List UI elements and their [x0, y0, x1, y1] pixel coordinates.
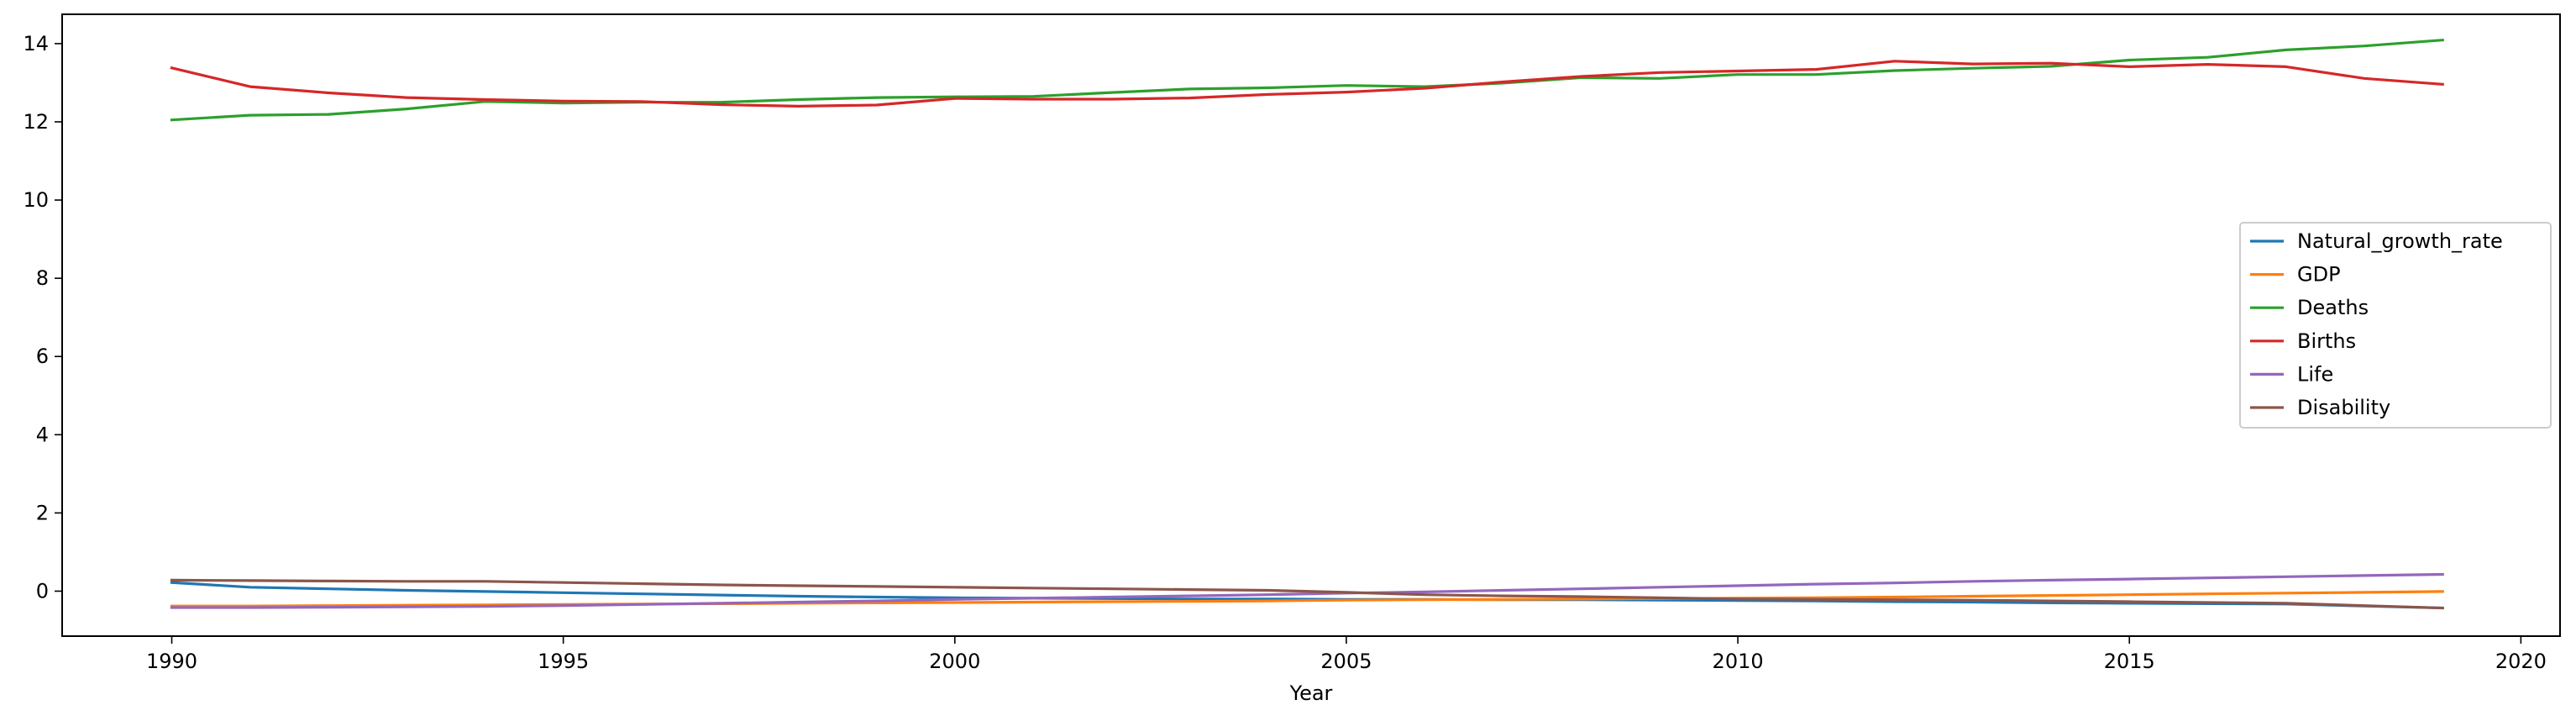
y-tick-label: 2 [36, 501, 49, 524]
legend-label: GDP [2297, 263, 2341, 287]
plot-area [62, 14, 2560, 636]
series-layer [170, 38, 2444, 610]
y-tick-label: 6 [36, 345, 49, 368]
x-tick-label: 2005 [1320, 650, 1372, 673]
y-tick-label: 4 [36, 423, 49, 446]
x-tick-label: 2010 [1713, 650, 1764, 673]
legend-box [2239, 222, 2552, 429]
y-tick-label: 14 [23, 32, 49, 55]
legend-label: Disability [2297, 396, 2390, 419]
x-axis: 1990 1995 2000 2005 2010 2015 2020 [146, 636, 2547, 673]
x-axis-label: Year [1289, 682, 1333, 705]
legend-label: Life [2297, 362, 2333, 386]
x-tick-label: 2020 [2495, 650, 2547, 673]
series-line-5 [170, 578, 2444, 610]
y-tick-label: 10 [23, 188, 49, 212]
plot-frame [61, 13, 2561, 637]
series-line-2 [170, 38, 2444, 122]
x-tick-label: 1990 [146, 650, 197, 673]
y-axis: 0 2 4 6 8 10 12 14 [23, 32, 62, 603]
legend: Natural_growth_rate GDP Deaths Births Life Di… [2239, 222, 2552, 429]
legend-label: Natural_growth_rate [2297, 229, 2503, 253]
y-tick-label: 8 [36, 266, 49, 290]
series-line-3 [170, 60, 2444, 108]
x-tick-label: 2015 [2104, 650, 2155, 673]
x-tick-label: 2000 [929, 650, 980, 673]
series-line-4 [170, 572, 2444, 609]
x-tick-label: 1995 [538, 650, 589, 673]
y-tick-label: 12 [23, 110, 49, 134]
y-tick-label: 0 [36, 579, 49, 603]
legend-label: Deaths [2297, 296, 2369, 319]
legend-label: Births [2297, 329, 2356, 353]
